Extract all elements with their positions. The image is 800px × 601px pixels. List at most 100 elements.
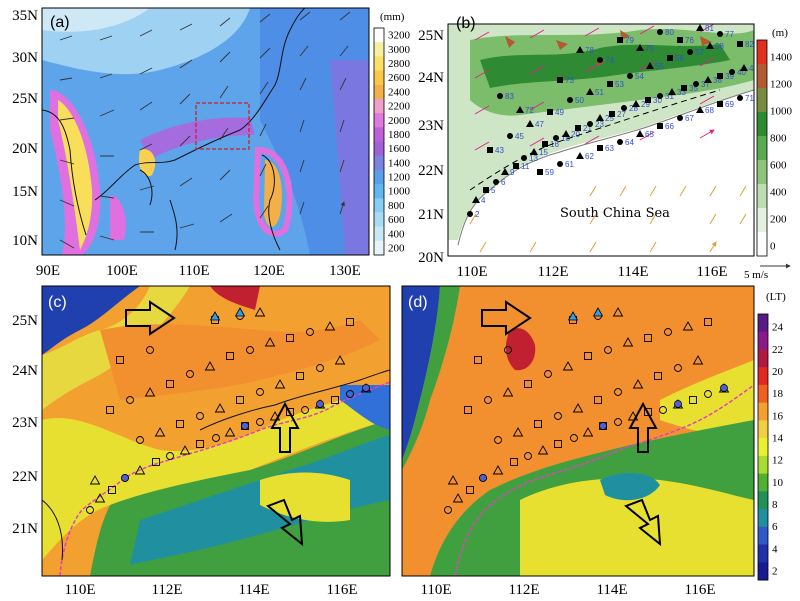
station-number: 6 [501,178,506,187]
panel-c-station-highlight [209,311,221,321]
panel-c-lat-tick: 22N [12,469,38,485]
panel-a-lat-tick: 20N [12,141,38,157]
station-number: 30 [653,96,662,105]
panel-a-gulf-band [110,195,126,240]
panel-c: (c) 25N 24N 23N 22N 21N 110E 112E 114E 1… [12,285,391,598]
panel-c-station-triangle [269,411,281,421]
panel-d-lon-tick: 110E [420,582,451,598]
panel-d-station-triangle [537,445,549,455]
panel-c-station-square [166,380,174,388]
panel-d-station-circle [664,328,672,336]
station-number: 47 [535,120,544,129]
panel-a-colorbar-swatch [374,84,384,100]
panel-a-colorbar-swatch [374,113,384,128]
station-square [677,37,683,43]
panel-c-station-triangle [214,403,226,413]
panel-a-colorbar-tick: 1200 [388,172,411,184]
panel-d-colorbar-swatch [758,420,768,439]
station-circle [687,49,693,55]
station-number: 58 [715,42,724,51]
panel-c-station-highlight [241,422,249,430]
station-number: 39 [725,72,734,81]
panel-a-lat-tick: 35N [12,8,38,24]
station-triangle [696,24,704,31]
panel-a-colorbar-swatch [374,212,384,228]
station-number: 77 [725,30,734,39]
panel-a-lon-tick: 110E [178,263,209,279]
station-number: 16 [550,140,559,149]
panel-a-colorbar-frame [373,27,385,256]
station-triangle [586,88,594,95]
panel-b-dashed-front [469,89,721,191]
panel-c-land-outline [42,369,390,561]
station-number: 37 [701,80,710,89]
panel-d-colorbar-tick: 2 [772,566,778,578]
panel-c-lat-tick: 21N [12,521,38,537]
panel-d-station-square [594,396,602,404]
panel-b-lon-tick: 116E [696,264,727,280]
station-square [547,109,553,115]
panel-a-lon-tick: 130E [329,263,361,279]
panel-a-lat-tick: 30N [12,50,38,66]
station-triangle [646,62,654,69]
panel-c-station-triangle [224,427,236,437]
panel-d-station-triangle [582,427,594,437]
panel-b-colorbar-unit: (m) [772,27,788,39]
panel-d-station-circle [484,396,492,404]
panel-d-station-highlight [674,400,682,408]
station-circle [717,31,723,37]
panel-d-station-square [534,420,542,428]
station-number: 2 [475,210,480,219]
panel-d-station-highlight [479,474,487,482]
panel-c-yellow-se [260,472,350,522]
station-circle [737,95,743,101]
panel-d-station-square [466,486,474,494]
panel-c-arrow-north [270,401,300,453]
station-circle [617,139,623,145]
station-square [513,163,519,169]
panel-a: (a) 35N 30N 25N 20N 15N 10N 90E 100E 110… [12,7,411,279]
panel-c-station-circle [186,370,194,378]
panel-d-colorbar-tick: 16 [772,410,784,422]
panel-c-station-triangle [94,493,106,503]
panel-a-lat-tick: 25N [12,91,38,107]
panel-c-station-circle [196,412,204,420]
station-circle [497,93,503,99]
station-number: 25 [605,114,614,123]
station-number: 82 [745,40,754,49]
station-triangle [562,130,570,137]
panel-a-lon-ticks: 90E 100E 110E 120E 130E [36,263,361,279]
station-number: 45 [515,132,524,141]
station-number: 73 [565,76,574,85]
panel-d-colorbar-swatch [758,473,768,492]
panel-c-station-highlight [362,384,370,392]
panel-d-lon-tick: 114E [596,582,627,598]
panel-d-station-circle [554,412,562,420]
panel-a-frame [41,7,370,256]
station-circle [567,97,573,103]
panel-d-station-square [474,356,482,364]
panel-d-station-triangle [612,307,624,317]
panel-a-colorbar-swatch [374,127,384,142]
station-number: 67 [685,114,694,123]
panel-a-colorbar-swatch [374,141,384,157]
panel-c-station-triangle [204,361,216,371]
panel-c-station-square [176,420,184,428]
panel-a-colorbar-swatch [374,226,384,242]
station-triangle [526,120,534,127]
panel-c-coastline [59,381,390,576]
station-number: 18 [561,134,570,143]
panel-a-colorbar-tick: 200 [388,243,405,255]
panel-b-lon-tick: 114E [617,264,648,280]
panel-d-lon-tick: 112E [508,582,539,598]
panel-a-lat-ticks: 35N 30N 25N 20N 15N 10N [12,8,38,249]
station-circle [621,105,627,111]
panel-a-lon-tick: 100E [106,263,138,279]
panel-c-station-square [152,458,160,466]
station-number: 38 [713,76,722,85]
panel-a-colorbar-tick: 1400 [388,157,411,169]
station-square [737,41,743,47]
panel-b-label: (b) [456,15,476,32]
panel-b-lat-ticks: 25N 24N 23N 22N 21N 20N [418,28,444,266]
panel-b-lat-tick: 23N [418,118,444,134]
